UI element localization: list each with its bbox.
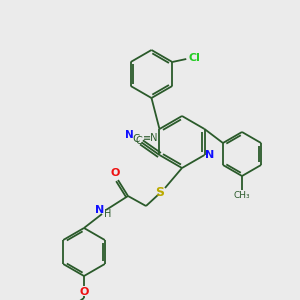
Text: Cl: Cl <box>188 53 200 63</box>
Text: O: O <box>79 287 89 297</box>
Text: C: C <box>133 134 140 144</box>
Text: O: O <box>110 168 120 178</box>
Text: N: N <box>205 150 214 160</box>
Text: C: C <box>135 136 142 146</box>
Text: S: S <box>155 185 164 199</box>
Text: N: N <box>125 130 134 140</box>
Text: CH₃: CH₃ <box>234 191 250 200</box>
Text: ≡N: ≡N <box>143 134 159 143</box>
Text: N: N <box>95 205 105 215</box>
Text: H: H <box>104 209 112 219</box>
